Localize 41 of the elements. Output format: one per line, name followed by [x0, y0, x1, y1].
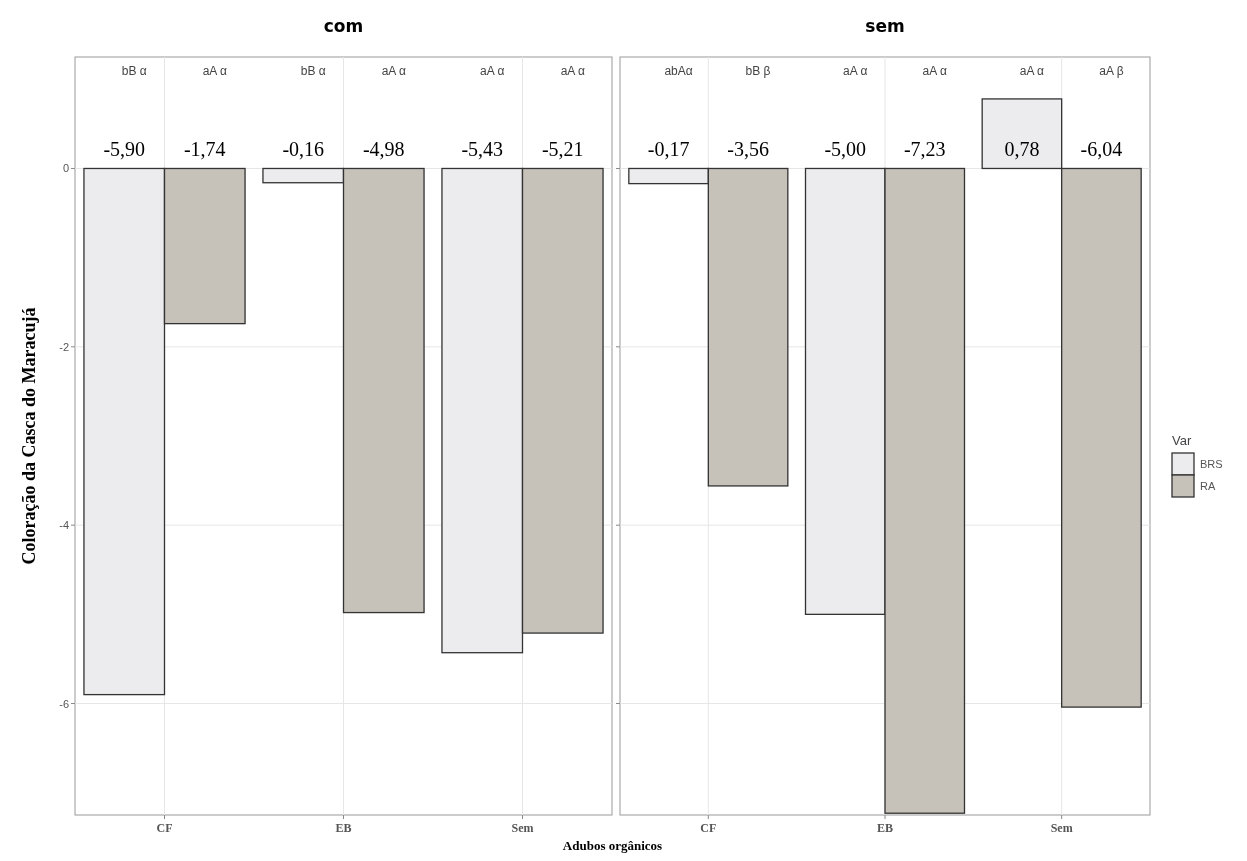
annotation: aA α	[922, 64, 947, 78]
data-label: -5,43	[461, 138, 504, 161]
chart-title: com	[323, 16, 364, 36]
data-label: -5,00	[824, 138, 867, 161]
legend-label: RA	[1200, 480, 1216, 492]
y-axis-title: Coloração da Casca do Maracujá	[19, 307, 39, 565]
data-label: 0,78	[1004, 138, 1040, 161]
data-label: -6,04	[1080, 138, 1123, 161]
y-tick-label: -6	[59, 697, 69, 710]
x-axis-title: Adubos orgânicos	[562, 838, 663, 853]
annotation: aA α	[1019, 64, 1045, 78]
x-tick-label: CF	[700, 821, 717, 835]
data-label: -4,98	[362, 138, 405, 161]
x-tick-label: EB	[335, 821, 352, 835]
y-tick-label: -2	[59, 340, 69, 353]
chart-title: sem	[865, 16, 905, 36]
annotation: aA α	[202, 64, 227, 78]
data-label: -3,56	[727, 138, 769, 161]
data-label: -7,23	[903, 138, 946, 161]
data-label: -1,74	[183, 138, 226, 161]
x-tick-label: CF	[156, 821, 173, 835]
legend-title: Var	[1172, 433, 1192, 448]
legend-label: BRS	[1200, 458, 1223, 470]
annotation: aA α	[480, 64, 505, 78]
x-tick-label: Sem	[511, 821, 534, 835]
data-label: -0,17	[647, 138, 690, 161]
annotation: aA α	[843, 64, 868, 78]
annotation: bB α	[121, 64, 147, 78]
y-tick-label: 0	[62, 162, 69, 175]
data-label: -0,16	[282, 138, 325, 161]
data-label: -5,90	[103, 138, 146, 161]
annotation: aA α	[381, 64, 406, 78]
annotation: abAα	[664, 64, 693, 78]
y-tick-label: -4	[59, 519, 69, 532]
annotation: bB α	[300, 64, 326, 78]
annotation: aA α	[560, 64, 585, 78]
x-tick-label: EB	[876, 821, 894, 835]
data-label: -5,21	[541, 138, 584, 161]
x-tick-label: Sem	[1050, 821, 1073, 835]
annotation: bB β	[745, 64, 771, 78]
annotation: aA β	[1099, 64, 1124, 78]
